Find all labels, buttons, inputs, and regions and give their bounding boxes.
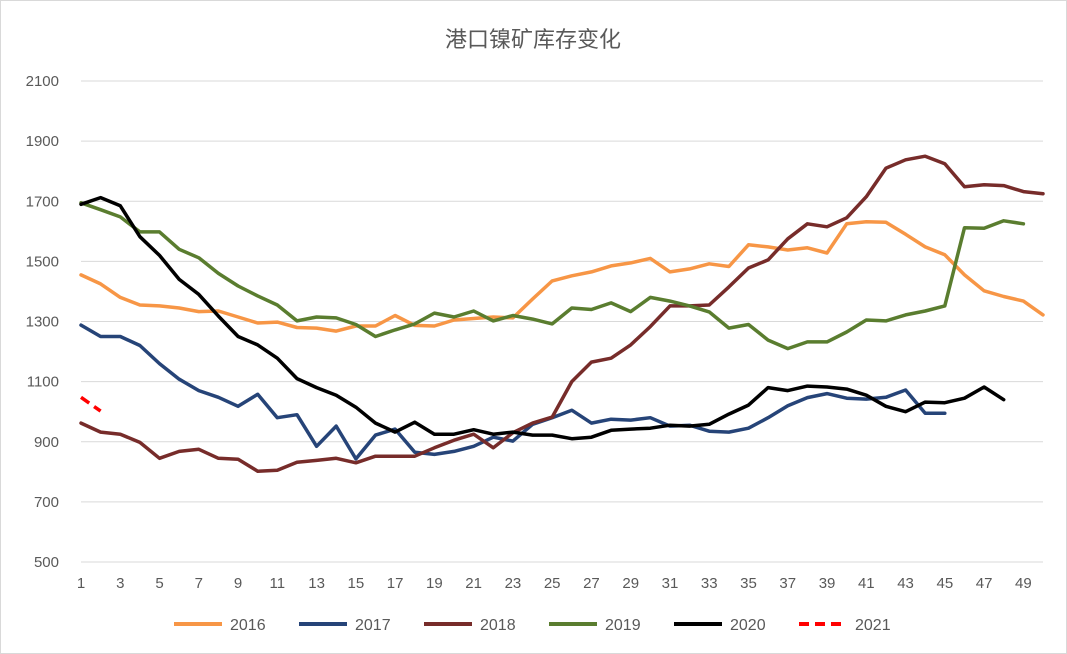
y-tick-label: 1500 [26,253,59,270]
series-line-2018 [79,154,1045,473]
chart-title: 港口镍矿库存变化 [445,28,621,53]
legend-label-2020: 2020 [730,617,766,634]
series-line-2021 [79,395,102,413]
legend-label-2017: 2017 [355,617,391,634]
x-tick-label: 49 [1015,575,1032,592]
x-tick-label: 45 [936,575,953,592]
x-tick-label: 7 [195,575,203,592]
x-tick-label: 15 [348,575,365,592]
series-line-2019 [79,201,1026,351]
legend: 2016 2017 2018 2019 2020 2021 [174,617,891,634]
x-tick-label: 21 [465,575,482,592]
x-tick-label: 35 [740,575,757,592]
series-line-2017 [79,323,947,461]
x-tick-label: 41 [858,575,875,592]
x-tick-label: 29 [622,575,639,592]
x-tick-label: 37 [779,575,796,592]
x-tick-label: 19 [426,575,443,592]
y-tick-label: 1900 [26,133,59,150]
x-tick-label: 13 [308,575,325,592]
y-tick-label: 1100 [27,374,59,391]
gridlines [81,80,1043,503]
x-tick-label: 17 [387,575,404,592]
series-lines [79,154,1045,473]
legend-label-2018: 2018 [480,617,516,634]
x-tick-label: 5 [155,575,163,592]
x-tick-label: 31 [662,575,679,592]
legend-label-2019: 2019 [605,617,641,634]
y-tick-label: 2100 [26,73,59,90]
y-tick-label: 1300 [26,314,59,331]
x-tick-label: 27 [583,575,600,592]
y-tick-label: 1700 [26,193,59,210]
legend-label-2021: 2021 [855,617,891,634]
x-tick-label: 33 [701,575,718,592]
x-tick-label: 47 [976,575,993,592]
y-tick-label: 700 [34,494,59,511]
x-tick-label: 25 [544,575,561,592]
legend-label-2016: 2016 [230,617,266,634]
x-tick-label: 3 [116,575,124,592]
series-line-2016 [79,219,1045,333]
x-tick-label: 23 [505,575,522,592]
series-line-2020 [79,195,1006,441]
x-tick-label: 1 [77,575,85,592]
y-tick-label: 900 [34,434,59,451]
x-tick-label: 39 [819,575,836,592]
x-tick-label: 9 [234,575,242,592]
x-tick-label: 43 [897,575,914,592]
y-tick-label: 500 [34,554,59,571]
x-tick-label: 11 [270,575,286,592]
